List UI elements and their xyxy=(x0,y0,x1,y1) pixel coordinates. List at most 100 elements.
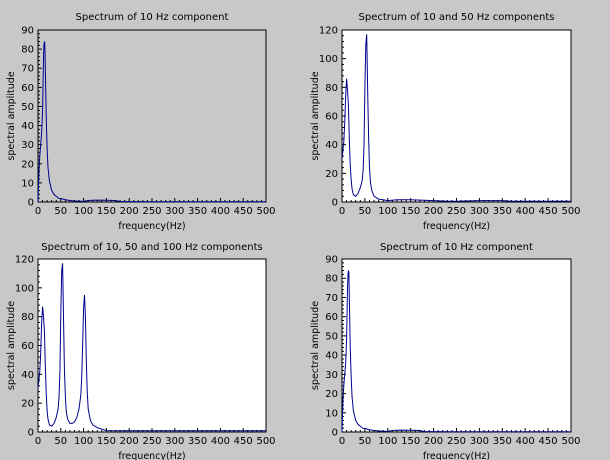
y-tick-label: 70 xyxy=(325,293,338,304)
x-axis-label: frequency(Hz) xyxy=(423,221,490,232)
y-tick-label: 80 xyxy=(325,83,338,94)
x-tick-label: 100 xyxy=(378,206,397,217)
chart-title: Spectrum of 10, 50 and 100 Hz components xyxy=(41,242,262,253)
x-tick-label: 300 xyxy=(165,436,184,447)
x-tick-label: 400 xyxy=(516,206,535,217)
x-tick-label: 500 xyxy=(256,436,275,447)
x-tick-label: 150 xyxy=(401,436,420,447)
y-tick-label: 50 xyxy=(21,102,34,113)
x-tick-label: 450 xyxy=(234,436,253,447)
x-tick-label: 350 xyxy=(188,436,207,447)
plot-area xyxy=(341,29,572,203)
y-tick-label: 40 xyxy=(21,370,34,381)
x-tick-label: 300 xyxy=(470,436,489,447)
plot-area xyxy=(341,258,572,433)
y-tick-label: 10 xyxy=(325,408,338,419)
chart-title: Spectrum of 10 Hz component xyxy=(380,242,533,253)
y-tick-label: 60 xyxy=(21,83,34,94)
y-tick-label: 90 xyxy=(21,26,34,37)
y-tick-label: 120 xyxy=(15,255,34,266)
y-tick-label: 90 xyxy=(325,255,338,266)
y-tick-label: 40 xyxy=(325,351,338,362)
y-tick-label: 120 xyxy=(319,26,338,37)
subplot-3: Spectrum of 10, 50 and 100 Hz components… xyxy=(6,242,276,460)
x-tick-label: 400 xyxy=(211,436,230,447)
series-line-1 xyxy=(37,41,266,203)
y-tick-label: 30 xyxy=(21,140,34,151)
y-tick-label: 20 xyxy=(325,389,338,400)
x-tick-label: 450 xyxy=(539,206,558,217)
chart-title: Spectrum of 10 and 50 Hz components xyxy=(359,12,555,23)
subplot-2: Spectrum of 10 and 50 Hz components 0 50 10… xyxy=(310,12,581,232)
x-tick-label: 0 xyxy=(35,436,41,447)
x-tick-label: 50 xyxy=(54,436,67,447)
x-tick-label: 300 xyxy=(165,206,184,217)
y-tick-label: 40 xyxy=(325,140,338,151)
x-tick-label: 150 xyxy=(97,436,116,447)
x-tick-label: 0 xyxy=(35,206,41,217)
series-line-1 xyxy=(37,263,266,432)
y-tick-label: 50 xyxy=(325,331,338,342)
y-tick-label: 0 xyxy=(28,198,34,209)
x-tick-label: 250 xyxy=(447,206,466,217)
x-tick-label: 50 xyxy=(359,436,372,447)
x-tick-label: 0 xyxy=(339,436,345,447)
x-tick-label: 100 xyxy=(378,436,397,447)
x-tick-label: 200 xyxy=(424,206,443,217)
x-tick-label: 100 xyxy=(74,206,93,217)
x-tick-label: 100 xyxy=(74,436,93,447)
x-tick-label: 350 xyxy=(188,206,207,217)
series-line-1 xyxy=(341,270,571,433)
y-tick-label: 20 xyxy=(21,159,34,170)
y-tick-label: 20 xyxy=(21,399,34,410)
x-tick-label: 200 xyxy=(120,206,139,217)
x-tick-label: 250 xyxy=(142,206,161,217)
x-tick-label: 300 xyxy=(470,206,489,217)
y-tick-label: 80 xyxy=(21,312,34,323)
x-tick-label: 200 xyxy=(424,436,443,447)
y-tick-label: 10 xyxy=(21,178,34,189)
x-tick-label: 0 xyxy=(339,206,345,217)
y-tick-label: 40 xyxy=(21,121,34,132)
y-tick-label: 60 xyxy=(325,112,338,123)
x-tick-label: 250 xyxy=(447,436,466,447)
y-tick-label: 0 xyxy=(332,198,338,209)
x-axis-label: frequency(Hz) xyxy=(118,451,185,460)
x-tick-label: 400 xyxy=(516,436,535,447)
y-axis-label: spectral amplitude xyxy=(6,301,17,390)
chart-title: Spectrum of 10 Hz component xyxy=(76,12,229,23)
y-tick-label: 70 xyxy=(21,64,34,75)
plot-area xyxy=(37,29,267,203)
x-tick-label: 150 xyxy=(97,206,116,217)
x-tick-label: 500 xyxy=(561,436,580,447)
y-tick-label: 20 xyxy=(325,169,338,180)
x-tick-label: 400 xyxy=(211,206,230,217)
plot-area xyxy=(37,258,267,433)
x-tick-label: 350 xyxy=(493,206,512,217)
y-tick-label: 0 xyxy=(332,428,338,439)
x-tick-label: 150 xyxy=(401,206,420,217)
y-axis-label: spectral amplitude xyxy=(310,71,321,160)
x-tick-label: 450 xyxy=(234,206,253,217)
y-axis-label: spectral amplitude xyxy=(310,301,321,390)
x-tick-label: 350 xyxy=(493,436,512,447)
x-tick-label: 250 xyxy=(142,436,161,447)
x-tick-label: 450 xyxy=(539,436,558,447)
y-tick-label: 100 xyxy=(15,283,34,294)
x-tick-label: 500 xyxy=(256,206,275,217)
y-tick-label: 60 xyxy=(21,341,34,352)
y-tick-label: 80 xyxy=(325,274,338,285)
y-axis-label: spectral amplitude xyxy=(6,71,17,160)
x-axis-label: frequency(Hz) xyxy=(118,221,185,232)
x-tick-label: 500 xyxy=(561,206,580,217)
x-tick-label: 50 xyxy=(54,206,67,217)
y-tick-label: 0 xyxy=(28,428,34,439)
y-tick-label: 80 xyxy=(21,45,34,56)
y-tick-label: 60 xyxy=(325,312,338,323)
y-tick-label: 30 xyxy=(325,370,338,381)
y-tick-label: 100 xyxy=(319,54,338,65)
x-tick-label: 50 xyxy=(359,206,372,217)
